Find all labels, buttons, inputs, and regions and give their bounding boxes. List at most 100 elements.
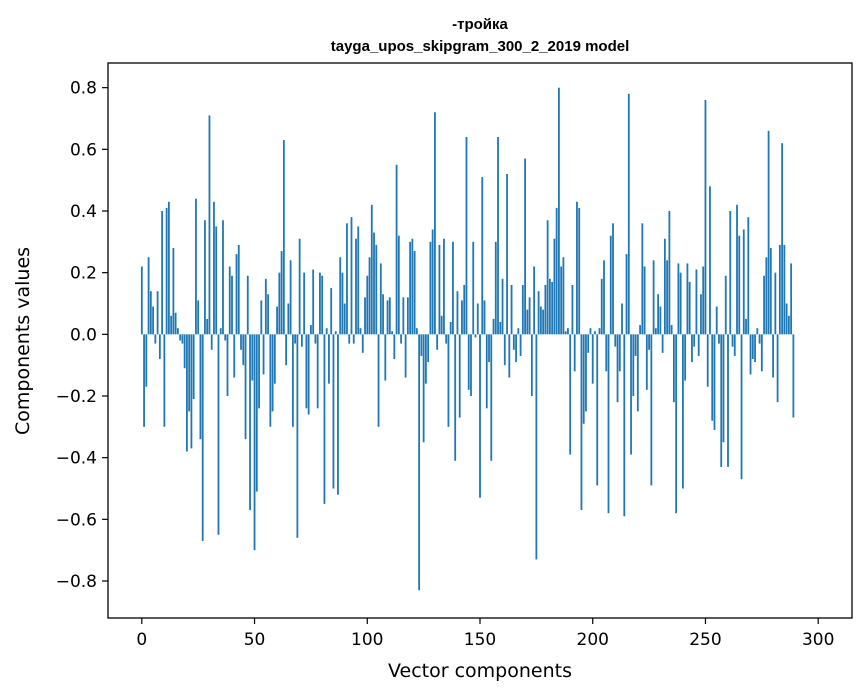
bar-104 xyxy=(375,244,378,335)
bar-20 xyxy=(186,334,188,452)
bar-264 xyxy=(736,204,738,335)
bar-3 xyxy=(147,257,150,335)
bar-143 xyxy=(463,285,466,335)
bar-169 xyxy=(521,285,524,335)
bar-144 xyxy=(465,137,468,335)
bar-211 xyxy=(616,334,619,403)
bar-139 xyxy=(454,334,457,461)
x-axis-label: Vector components xyxy=(388,660,572,682)
bar-153 xyxy=(485,334,488,409)
bar-214 xyxy=(623,334,626,517)
bar-4 xyxy=(149,291,152,335)
bar-113 xyxy=(395,164,398,335)
bar-219 xyxy=(634,334,637,356)
bar-117 xyxy=(404,334,407,378)
bar-120 xyxy=(411,238,414,335)
bar-124 xyxy=(420,334,423,356)
bar-183 xyxy=(553,238,556,335)
bar-11 xyxy=(165,207,168,335)
bar-34 xyxy=(217,334,220,535)
bar-170 xyxy=(524,158,526,335)
bar-16 xyxy=(176,328,179,335)
bar-6 xyxy=(154,334,157,344)
bar-5 xyxy=(152,306,154,335)
bar-116 xyxy=(402,297,405,335)
bar-162 xyxy=(506,174,508,335)
bar-49 xyxy=(251,334,254,381)
bar-102 xyxy=(370,204,373,335)
bar-238 xyxy=(677,263,680,335)
bar-60 xyxy=(276,306,278,335)
bar-212 xyxy=(618,334,621,372)
bar-220 xyxy=(636,334,639,412)
bar-228 xyxy=(654,328,657,335)
bar-119 xyxy=(409,241,412,335)
bars-group xyxy=(140,87,795,591)
bar-78 xyxy=(316,334,319,409)
bar-202 xyxy=(596,334,599,486)
bar-224 xyxy=(645,334,648,390)
bar-114 xyxy=(397,235,400,335)
bar-10 xyxy=(163,334,166,427)
chart-title-line2: tayga_upos_skipgram_300_2_2019 model xyxy=(331,38,630,55)
bar-165 xyxy=(512,334,515,350)
bar-198 xyxy=(587,334,590,353)
bar-77 xyxy=(314,334,317,344)
bar-55 xyxy=(264,278,267,335)
x-tick-label-250: 250 xyxy=(689,630,721,650)
bar-192 xyxy=(573,334,576,372)
bar-222 xyxy=(641,223,644,335)
x-tick-label-0: 0 xyxy=(136,630,147,650)
bar-135 xyxy=(445,334,448,344)
bar-27 xyxy=(201,334,204,541)
bar-209 xyxy=(612,223,614,335)
bar-50 xyxy=(253,334,256,551)
bar-89 xyxy=(341,272,344,335)
bar-146 xyxy=(470,334,472,396)
x-tick-label-300: 300 xyxy=(802,630,834,650)
bar-166 xyxy=(515,334,517,363)
bar-100 xyxy=(366,275,369,335)
bar-265 xyxy=(738,235,741,335)
x-tick-label-100: 100 xyxy=(351,630,383,650)
bar-190 xyxy=(569,334,572,455)
bar-92 xyxy=(348,334,351,344)
bar-29 xyxy=(206,318,209,335)
bar-230 xyxy=(659,306,662,335)
bar-250 xyxy=(704,100,707,335)
bar-263 xyxy=(733,334,736,356)
bar-81 xyxy=(323,334,326,504)
bar-157 xyxy=(494,241,497,335)
bar-43 xyxy=(237,244,240,335)
bar-267 xyxy=(742,229,745,335)
bar-65 xyxy=(287,303,290,335)
y-tick-label-8: 0.8 xyxy=(70,79,97,99)
bar-158 xyxy=(497,137,499,335)
bar-152 xyxy=(483,300,486,335)
y-axis: −0.8 −0.6 −0.4 −0.2 0.0 0.2 0.4 0.6 0.8 xyxy=(56,79,108,592)
bar-83 xyxy=(328,334,330,384)
bar-129 xyxy=(431,229,434,335)
bar-229 xyxy=(657,294,660,335)
bar-234 xyxy=(668,211,671,335)
bar-273 xyxy=(756,328,759,335)
bar-288 xyxy=(790,263,793,335)
y-tick-label-6: 0.4 xyxy=(70,202,97,222)
bar-186 xyxy=(560,266,563,335)
bar-236 xyxy=(672,334,675,403)
bar-98 xyxy=(361,334,364,353)
bar-82 xyxy=(325,328,328,335)
bar-239 xyxy=(679,272,682,335)
bar-188 xyxy=(564,331,567,335)
bar-118 xyxy=(406,297,409,335)
bar-233 xyxy=(666,260,669,335)
bar-30 xyxy=(208,115,211,335)
bar-156 xyxy=(492,318,495,335)
bar-33 xyxy=(215,226,218,335)
bar-231 xyxy=(661,334,664,353)
bar-155 xyxy=(490,334,493,461)
bar-99 xyxy=(364,297,366,335)
bar-88 xyxy=(339,257,342,335)
bar-240 xyxy=(682,334,684,489)
